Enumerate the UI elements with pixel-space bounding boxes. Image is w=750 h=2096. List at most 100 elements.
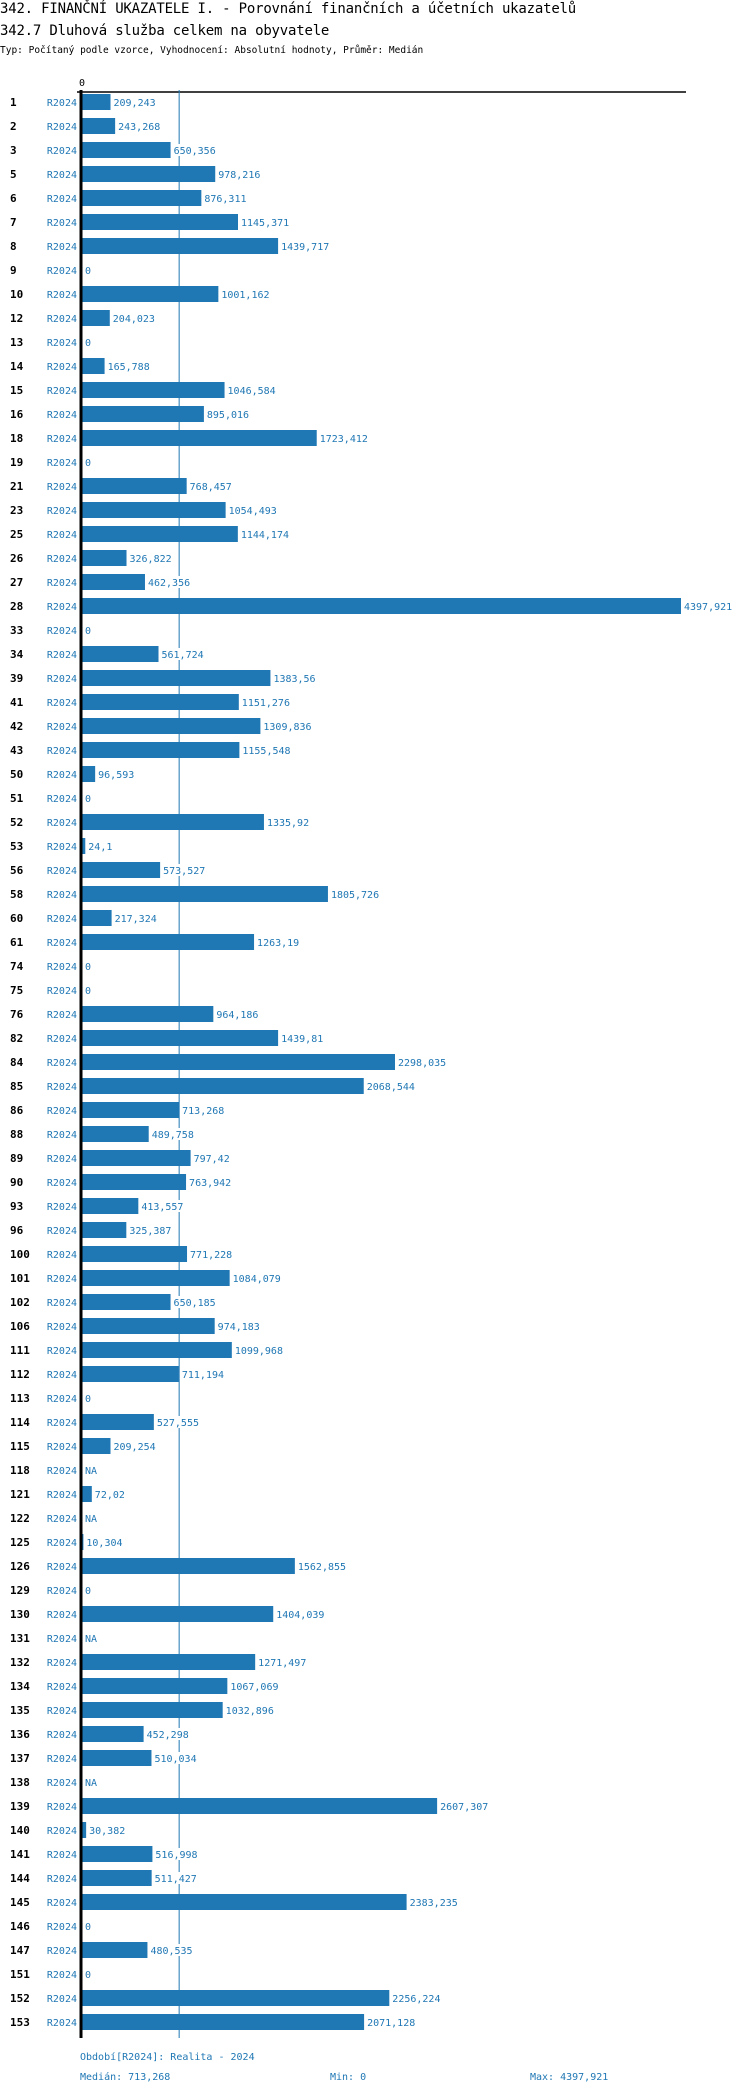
bar xyxy=(82,1198,139,1214)
value-label: 30,382 xyxy=(89,1826,125,1837)
chart-row: 58 R2024 1805,726 xyxy=(10,886,381,902)
chart-row: 96 R2024 325,387 xyxy=(10,1222,174,1238)
chart-row: 1 R2024 209,243 xyxy=(10,94,158,110)
chart-row: 6 R2024 876,311 xyxy=(10,190,249,206)
value-label: NA xyxy=(85,1514,97,1525)
row-id-label: 14 xyxy=(10,360,24,373)
row-id-label: 9 xyxy=(10,264,17,277)
row-period-label: R2024 xyxy=(47,1850,77,1861)
value-label: 165,788 xyxy=(108,362,150,373)
value-label-bg xyxy=(84,336,93,348)
row-id-label: 52 xyxy=(10,816,23,829)
row-period-label: R2024 xyxy=(47,2018,77,2029)
value-label-bg xyxy=(162,864,207,876)
chart-row: 90 R2024 763,942 xyxy=(10,1174,233,1190)
chart-row: 9 R2024 0 xyxy=(10,264,93,277)
row-id-label: 41 xyxy=(10,696,24,709)
value-label: 24,1 xyxy=(88,842,112,853)
row-period-label: R2024 xyxy=(47,146,77,157)
value-label: 204,023 xyxy=(113,314,155,325)
bar xyxy=(82,1030,279,1046)
chart-row: 34 R2024 561,724 xyxy=(10,646,206,662)
row-period-label: R2024 xyxy=(47,338,77,349)
row-period-label: R2024 xyxy=(47,242,77,253)
bar xyxy=(82,1894,407,1910)
value-label: 561,724 xyxy=(162,650,204,661)
value-label-bg xyxy=(117,120,162,132)
value-label: 713,268 xyxy=(182,1106,224,1117)
row-id-label: 84 xyxy=(10,1056,24,1069)
value-label: 2383,235 xyxy=(410,1898,458,1909)
chart-row: 113 R2024 0 xyxy=(10,1392,93,1405)
row-period-label: R2024 xyxy=(47,1922,77,1933)
chart-row: 7 R2024 1145,371 xyxy=(10,214,291,230)
row-period-label: R2024 xyxy=(47,170,77,181)
value-label: 0 xyxy=(85,794,91,805)
row-id-label: 23 xyxy=(10,504,23,517)
row-period-label: R2024 xyxy=(47,1274,77,1285)
footer-min: Min: 0 xyxy=(330,2072,367,2083)
row-period-label: R2024 xyxy=(47,554,77,565)
row-period-label: R2024 xyxy=(47,1298,77,1309)
row-period-label: R2024 xyxy=(47,1466,77,1477)
chart-row: 2 R2024 243,268 xyxy=(10,118,162,134)
chart-row: 56 R2024 573,527 xyxy=(10,862,207,878)
value-label: 0 xyxy=(85,1394,91,1405)
axis-zero-label: 0 xyxy=(79,78,85,89)
bar xyxy=(82,1606,274,1622)
bar xyxy=(82,190,202,206)
row-period-label: R2024 xyxy=(47,1058,77,1069)
row-id-label: 136 xyxy=(10,1728,30,1741)
row-id-label: 16 xyxy=(10,408,24,421)
value-label-bg xyxy=(408,1896,460,1908)
value-label: 1054,493 xyxy=(229,506,277,517)
row-period-label: R2024 xyxy=(47,386,77,397)
value-label: 480,535 xyxy=(150,1946,192,1957)
row-id-label: 18 xyxy=(10,432,23,445)
value-label-bg xyxy=(224,1704,276,1716)
chart-row: 141 R2024 516,998 xyxy=(10,1846,200,1862)
value-label-bg xyxy=(149,1944,195,1956)
row-id-label: 137 xyxy=(10,1752,30,1765)
value-label-bg xyxy=(181,1104,226,1116)
value-label-bg xyxy=(84,792,93,804)
value-label-bg xyxy=(439,1800,490,1812)
row-id-label: 7 xyxy=(10,216,17,229)
value-label-bg xyxy=(241,744,293,756)
value-label: 978,216 xyxy=(218,170,260,181)
bar xyxy=(82,1726,144,1742)
value-label: NA xyxy=(85,1466,97,1477)
chart-row: 93 R2024 413,557 xyxy=(10,1198,186,1214)
row-period-label: R2024 xyxy=(47,602,77,613)
value-label: 1144,174 xyxy=(241,530,289,541)
chart-row: 42 R2024 1309,836 xyxy=(10,718,314,734)
chart-row: 125 R2024 10,304 xyxy=(10,1534,125,1550)
value-label: 0 xyxy=(85,1970,91,1981)
value-label-bg xyxy=(153,1872,199,1884)
row-id-label: 53 xyxy=(10,840,23,853)
value-label: NA xyxy=(85,1778,97,1789)
value-label-bg xyxy=(229,1680,281,1692)
value-label-bg xyxy=(112,96,158,108)
value-label-bg xyxy=(239,528,291,540)
row-id-label: 21 xyxy=(10,480,24,493)
bar xyxy=(82,1222,127,1238)
row-id-label: 151 xyxy=(10,1968,30,1981)
value-label: 768,457 xyxy=(190,482,232,493)
chart-row: 136 R2024 452,298 xyxy=(10,1726,191,1742)
row-period-label: R2024 xyxy=(47,482,77,493)
chart-row: 152 R2024 2256,224 xyxy=(10,1990,443,2006)
row-id-label: 100 xyxy=(10,1248,30,1261)
indicator-meta: Typ: Počítaný podle vzorce, Vyhodnocení:… xyxy=(0,45,424,56)
value-label: 2068,544 xyxy=(367,1082,415,1093)
value-label-bg xyxy=(154,1848,200,1860)
value-label-bg xyxy=(84,1920,93,1932)
chart-row: 28 R2024 4397,921 xyxy=(10,598,734,614)
value-label: 1439,81 xyxy=(281,1034,323,1045)
chart-row: 85 R2024 2068,544 xyxy=(10,1078,417,1094)
row-period-label: R2024 xyxy=(47,1610,77,1621)
chart-row: 10 R2024 1001,162 xyxy=(10,286,272,302)
row-period-label: R2024 xyxy=(47,1106,77,1117)
row-id-label: 75 xyxy=(10,984,23,997)
value-label: 876,311 xyxy=(204,194,246,205)
